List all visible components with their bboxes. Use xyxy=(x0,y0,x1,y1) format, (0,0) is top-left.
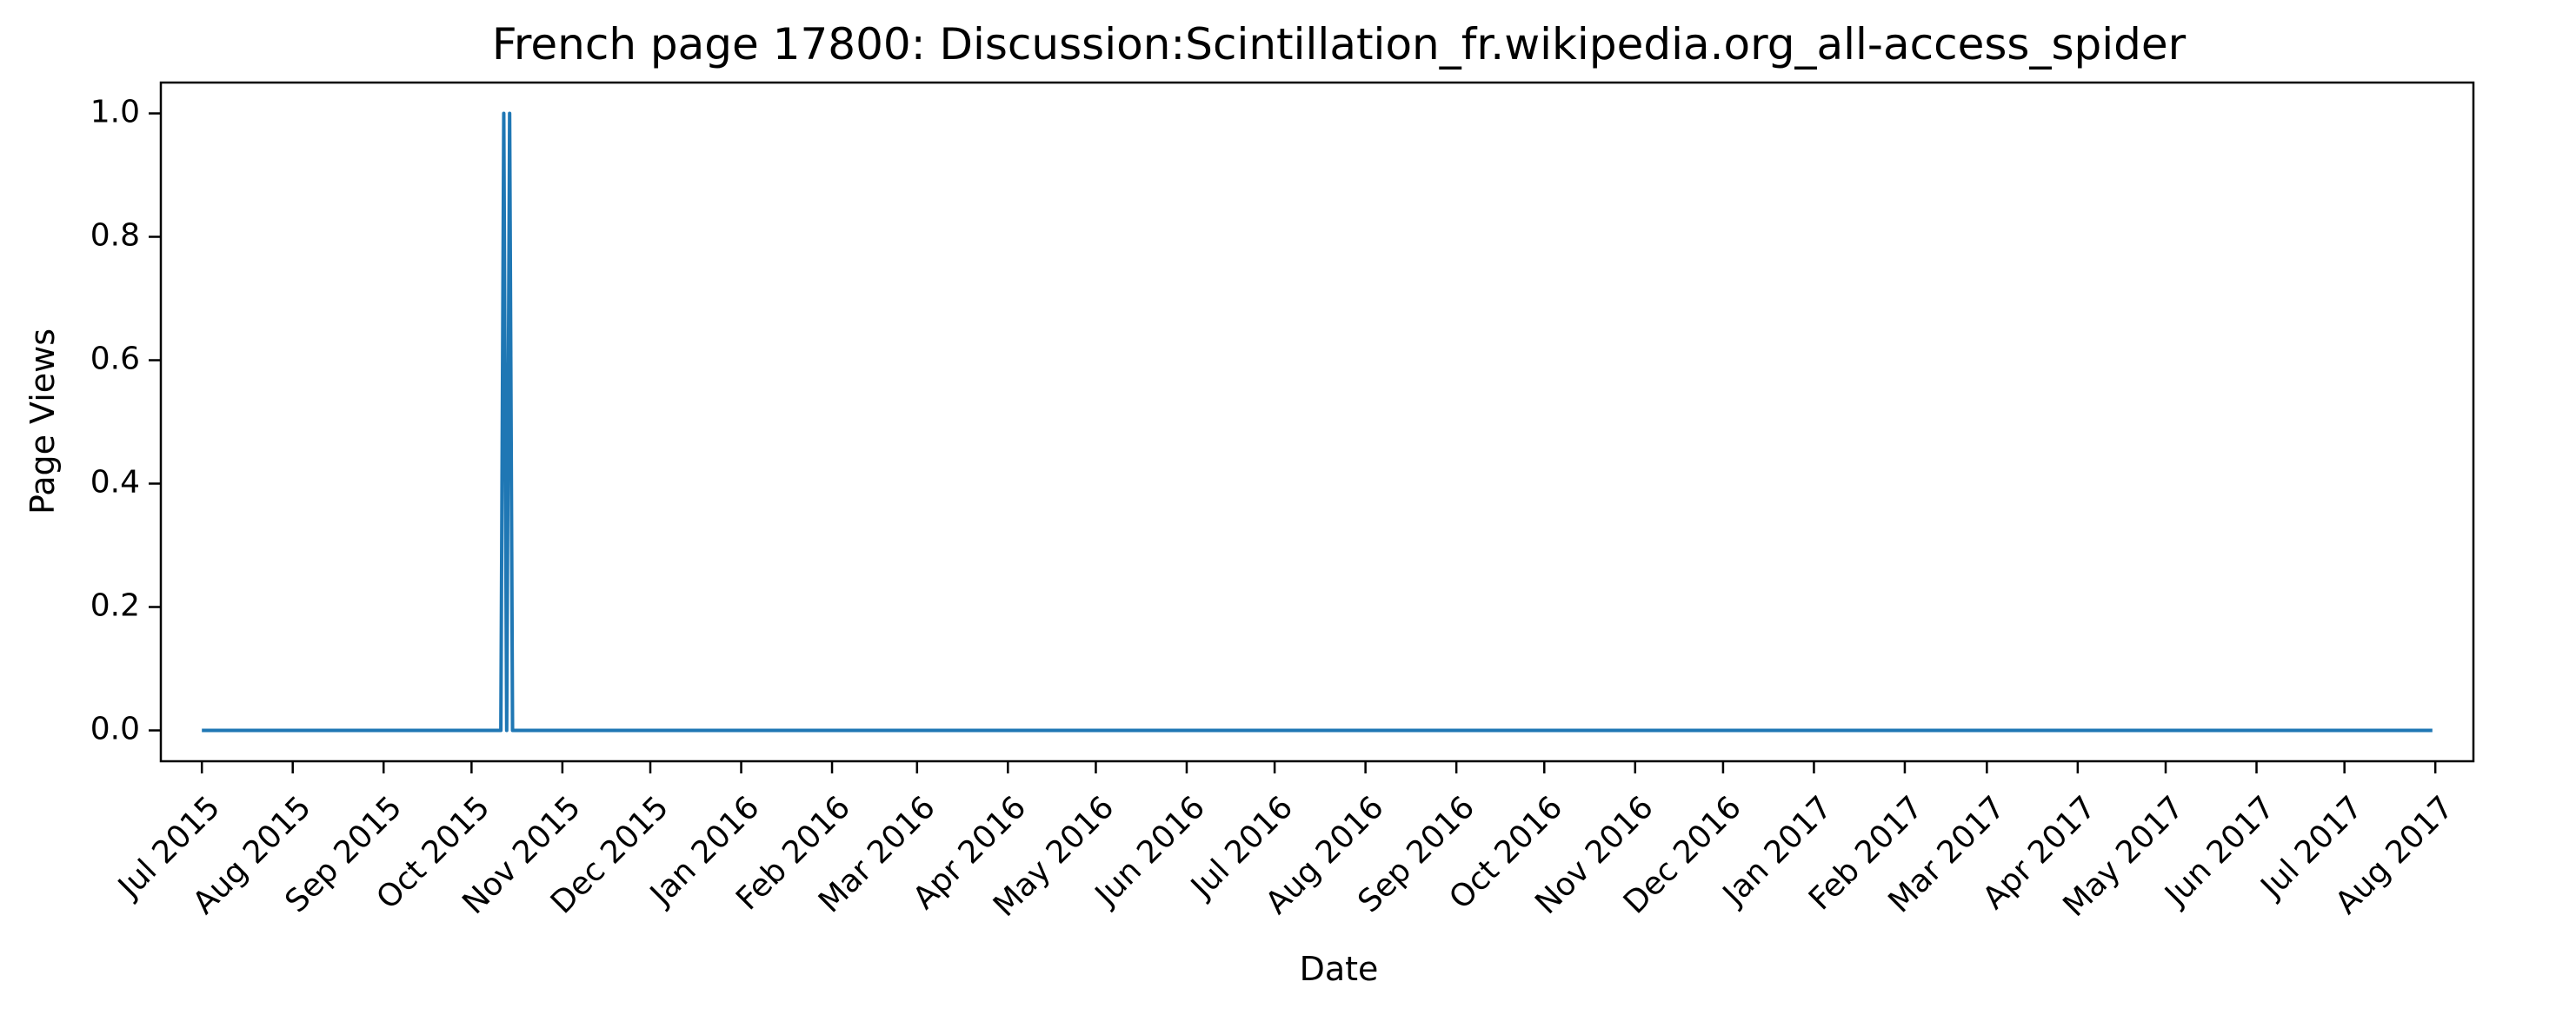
y-tick-label: 0.6 xyxy=(90,342,140,377)
series-line xyxy=(202,111,2433,733)
y-tick-label: 1.0 xyxy=(90,95,140,130)
series-layer xyxy=(202,111,2433,733)
y-tick-label: 0.8 xyxy=(90,218,140,254)
x-axis-label: Date xyxy=(1300,950,1379,988)
y-tick-label: 0.0 xyxy=(90,712,140,747)
y-axis: 0.0 0.2 0.4 0.6 0.8 1.0 xyxy=(90,95,161,747)
y-axis-label: Page Views xyxy=(23,328,62,514)
y-tick-label: 0.2 xyxy=(90,588,140,624)
chart-title: French page 17800: Discussion:Scintillat… xyxy=(492,19,2187,70)
y-tick-label: 0.4 xyxy=(90,465,140,501)
plot-frame xyxy=(159,81,2475,763)
